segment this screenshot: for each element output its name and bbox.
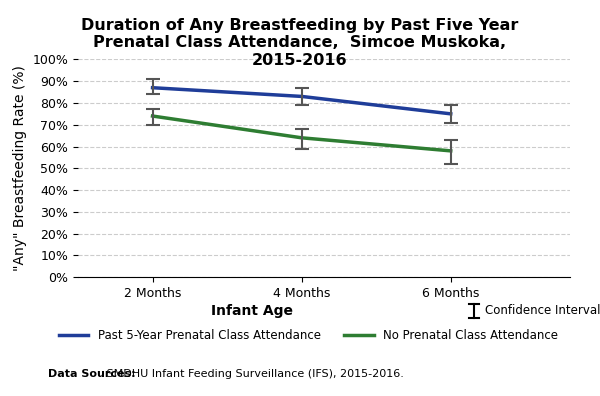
Text: Duration of Any Breastfeeding by Past Five Year
Prenatal Class Attendance,  Simc: Duration of Any Breastfeeding by Past Fi… <box>82 18 518 68</box>
Text: Confidence Interval: Confidence Interval <box>485 305 600 317</box>
Text: Data Sources:: Data Sources: <box>48 369 136 379</box>
Text: SMDHU Infant Feeding Surveillance (IFS), 2015-2016.: SMDHU Infant Feeding Surveillance (IFS),… <box>103 369 404 379</box>
Text: Infant Age: Infant Age <box>211 304 293 318</box>
Legend: Past 5-Year Prenatal Class Attendance, No Prenatal Class Attendance: Past 5-Year Prenatal Class Attendance, N… <box>54 325 563 347</box>
Y-axis label: "Any" Breastfeeding Rate (%): "Any" Breastfeeding Rate (%) <box>13 65 27 271</box>
